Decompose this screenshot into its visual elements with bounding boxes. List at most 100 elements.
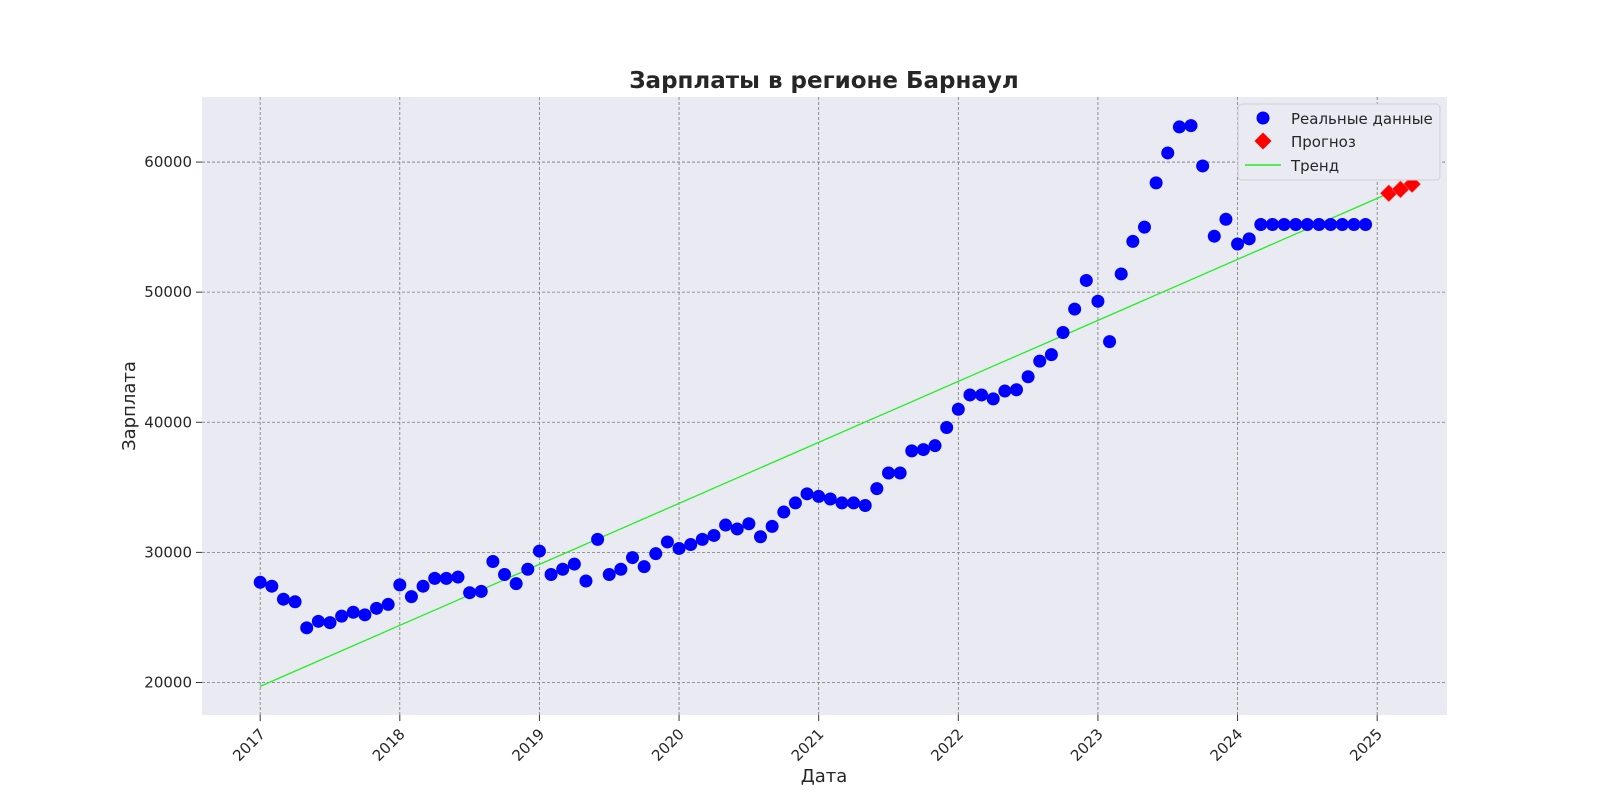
real-data-point (1033, 354, 1047, 368)
real-data-point (905, 444, 919, 458)
real-data-point (509, 577, 523, 591)
real-data-point (451, 570, 465, 584)
legend-box (1237, 103, 1441, 181)
real-data-point (660, 535, 674, 549)
legend-real-marker (1256, 111, 1270, 125)
x-tick-label: 2022 (927, 725, 967, 765)
real-data-point (1231, 237, 1245, 251)
real-data-point (602, 567, 616, 581)
real-data-point (626, 551, 640, 565)
real-data-point (556, 562, 570, 576)
real-data-point (812, 489, 826, 503)
real-data-point (847, 496, 861, 510)
real-data-point (381, 597, 395, 611)
real-data-point (649, 547, 663, 561)
grid-lines (202, 97, 1447, 715)
x-axis-label: Дата (801, 766, 848, 787)
y-tick-label: 30000 (144, 543, 192, 561)
real-data-point (486, 554, 500, 568)
real-data-point (288, 595, 302, 609)
real-data-point (498, 567, 512, 581)
real-data-point (532, 544, 546, 558)
real-data-point (881, 466, 895, 480)
real-data-point (963, 388, 977, 402)
real-data-point (253, 575, 267, 589)
x-axis-ticks: 2017 2018 2019 2020 2021 2022 2023 2024 2025 (229, 715, 1386, 765)
real-data-point (1324, 218, 1338, 232)
real-data-point (311, 614, 325, 628)
y-tick-label: 20000 (144, 673, 192, 691)
real-data-point (591, 532, 605, 546)
real-data-point (1161, 146, 1175, 160)
chart-title: Зарплаты в регионе Барнаул (629, 68, 1019, 94)
real-data-point (323, 616, 337, 630)
y-tick-label: 40000 (144, 413, 192, 431)
real-data-point (893, 466, 907, 480)
real-data-point (1114, 267, 1128, 281)
real-data-point (1347, 218, 1361, 232)
x-tick-label: 2024 (1207, 725, 1247, 765)
real-data-point (614, 562, 628, 576)
real-data-point (1103, 335, 1117, 349)
trend-line (259, 192, 1390, 687)
real-data-point (1091, 294, 1105, 308)
real-data-point (265, 579, 279, 593)
real-data-point (1126, 234, 1140, 248)
y-tick-label: 60000 (144, 153, 192, 171)
real-data-point (870, 482, 884, 496)
plot-area (202, 97, 1447, 715)
real-data-point (1277, 218, 1291, 232)
y-tick-label: 50000 (144, 283, 192, 301)
real-data-point (463, 586, 477, 600)
legend-forecast-label: Прогноз (1291, 133, 1356, 151)
real-data-point (1265, 218, 1279, 232)
real-data-point (1359, 218, 1373, 232)
real-data-point (823, 492, 837, 506)
real-data-point (1219, 212, 1233, 226)
real-data-point (684, 538, 698, 552)
real-data-point (719, 518, 733, 532)
real-data-point (1079, 273, 1093, 287)
real-data-point (1254, 218, 1268, 232)
legend-real-label: Реальные данные (1291, 110, 1433, 128)
real-data-point (835, 496, 849, 510)
real-data-point (637, 560, 651, 574)
real-data-point (1196, 159, 1210, 173)
real-data-point (439, 571, 453, 585)
real-data-point (1044, 348, 1058, 362)
trend-layer (259, 192, 1390, 687)
real-data-point (730, 522, 744, 536)
real-data-point (300, 621, 314, 635)
real-data-point (998, 384, 1012, 398)
real-data-point (346, 605, 360, 619)
real-data-point (370, 601, 384, 615)
real-data-point (672, 541, 686, 555)
real-data-point (358, 608, 372, 622)
real-data-point (858, 499, 872, 513)
real-data-point (940, 420, 954, 434)
real-data-point (1242, 232, 1256, 246)
real-data-point (788, 496, 802, 510)
real-data-point (800, 487, 814, 501)
y-axis-ticks: 20000 30000 40000 50000 60000 (144, 153, 202, 691)
real-data-point (428, 571, 442, 585)
real-data-layer (253, 119, 1373, 635)
real-data-point (1300, 218, 1314, 232)
real-data-point (1009, 383, 1023, 397)
real-data-point (1021, 370, 1035, 384)
real-data-point (975, 388, 989, 402)
real-data-point (544, 567, 558, 581)
real-data-point (1184, 119, 1198, 133)
real-data-point (1335, 218, 1349, 232)
real-data-point (579, 574, 593, 588)
real-data-point (695, 532, 709, 546)
x-tick-label: 2023 (1067, 725, 1107, 765)
real-data-point (1056, 325, 1070, 339)
real-data-point (1149, 176, 1163, 190)
real-data-point (335, 609, 349, 623)
real-data-point (1207, 229, 1221, 243)
real-data-point (404, 590, 418, 604)
real-data-point (754, 530, 768, 544)
real-data-point (567, 557, 581, 571)
